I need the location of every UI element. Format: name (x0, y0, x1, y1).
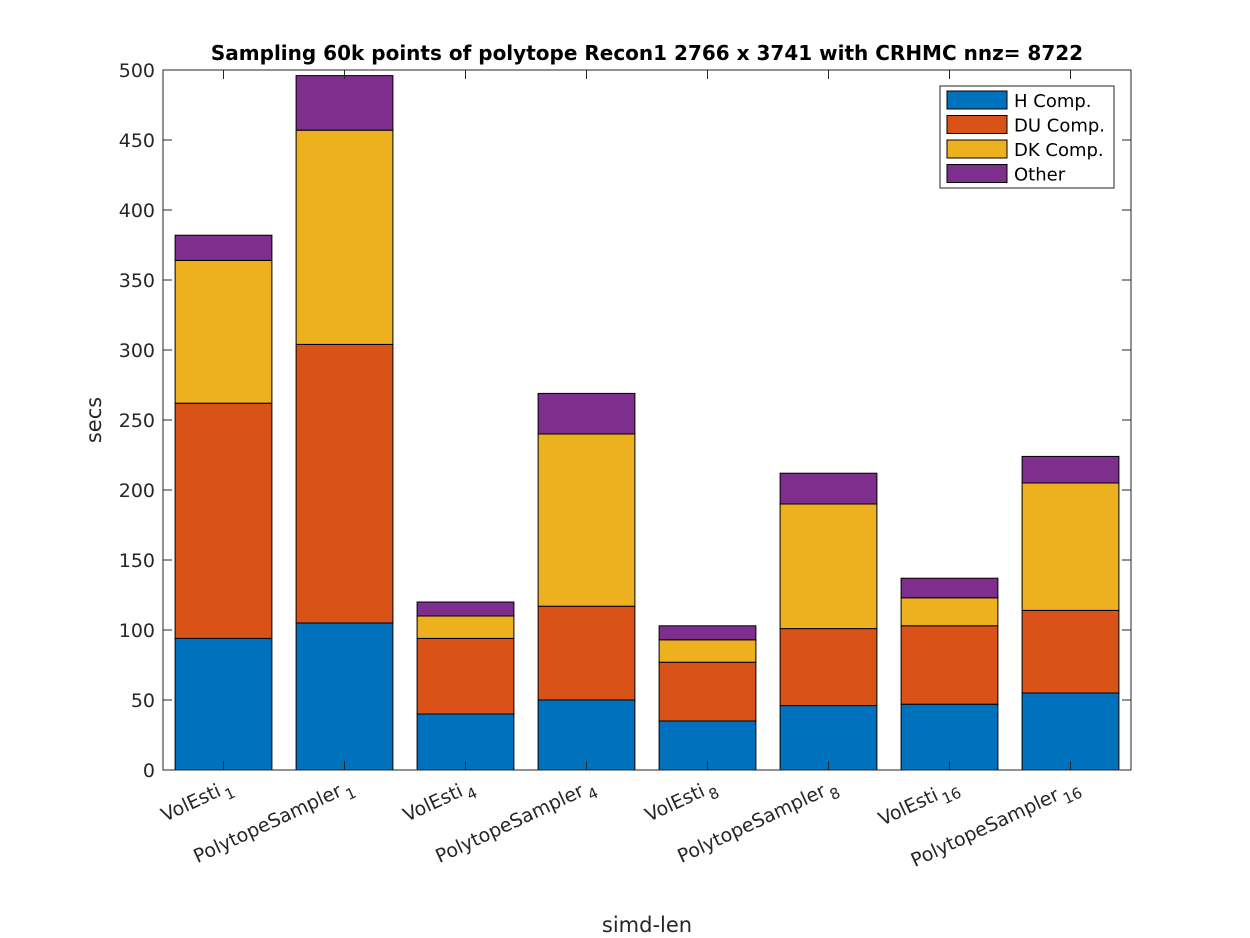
bar-du-comp-4 (658, 661, 757, 722)
bar-du-comp-5 (779, 628, 878, 707)
bar-other-2 (416, 601, 515, 617)
bar-dk-comp-6 (900, 597, 999, 627)
bar-h-comp-3 (537, 699, 636, 771)
bar-dk-comp-4 (658, 639, 757, 663)
legend-label-h-comp: H Comp. (1014, 91, 1092, 112)
bar-h-comp-1 (295, 622, 394, 771)
bar-other-0 (174, 234, 273, 261)
y-tick-label-300: 300 (119, 340, 155, 362)
y-tick-label-400: 400 (119, 200, 155, 222)
y-tick-label-200: 200 (119, 480, 155, 502)
y-tick-label-350: 350 (119, 270, 155, 292)
bar-dk-comp-1 (295, 129, 394, 345)
y-tick-label-150: 150 (119, 550, 155, 572)
y-tick-label-0: 0 (143, 760, 155, 782)
chart-title: Sampling 60k points of polytope Recon1 2… (211, 41, 1083, 65)
legend-label-other: Other (1014, 165, 1066, 186)
legend-swatch-h-comp (946, 90, 1008, 110)
bar-h-comp-5 (779, 705, 878, 771)
bar-h-comp-0 (174, 637, 273, 771)
bar-other-1 (295, 75, 394, 131)
bar-du-comp-1 (295, 343, 394, 624)
x-axis-label: simd-len (602, 913, 692, 937)
bar-du-comp-2 (416, 637, 515, 715)
bar-du-comp-7 (1021, 609, 1120, 694)
bar-dk-comp-7 (1021, 482, 1120, 611)
bar-h-comp-7 (1021, 692, 1120, 771)
bar-dk-comp-3 (537, 433, 636, 607)
y-tick-label-500: 500 (119, 60, 155, 82)
bar-dk-comp-2 (416, 615, 515, 639)
bar-other-5 (779, 472, 878, 505)
legend-label-du-comp: DU Comp. (1014, 116, 1105, 137)
bar-du-comp-3 (537, 605, 636, 701)
y-tick-label-50: 50 (131, 690, 155, 712)
y-axis-label: secs (82, 397, 106, 443)
legend-swatch-du-comp (946, 115, 1008, 134)
legend-label-dk-comp: DK Comp. (1014, 140, 1104, 161)
bar-du-comp-0 (174, 402, 273, 639)
legend-swatch-dk-comp (946, 139, 1008, 159)
bar-du-comp-6 (900, 625, 999, 705)
y-tick-label-250: 250 (119, 410, 155, 432)
bar-other-7 (1021, 455, 1120, 484)
bar-dk-comp-0 (174, 259, 273, 404)
bar-h-comp-6 (900, 703, 999, 771)
bar-other-3 (537, 392, 636, 435)
bar-other-4 (658, 625, 757, 641)
bar-other-6 (900, 577, 999, 599)
axes-group: 0 50 100 150 200 250 300 350 400 450 500 (119, 60, 1132, 782)
y-tick-label-450: 450 (119, 130, 155, 152)
bar-dk-comp-5 (779, 503, 878, 630)
legend: H Comp. DU Comp. DK Comp. Other (939, 85, 1115, 189)
legend-swatch-other (946, 164, 1008, 183)
y-tick-label-100: 100 (119, 620, 155, 642)
